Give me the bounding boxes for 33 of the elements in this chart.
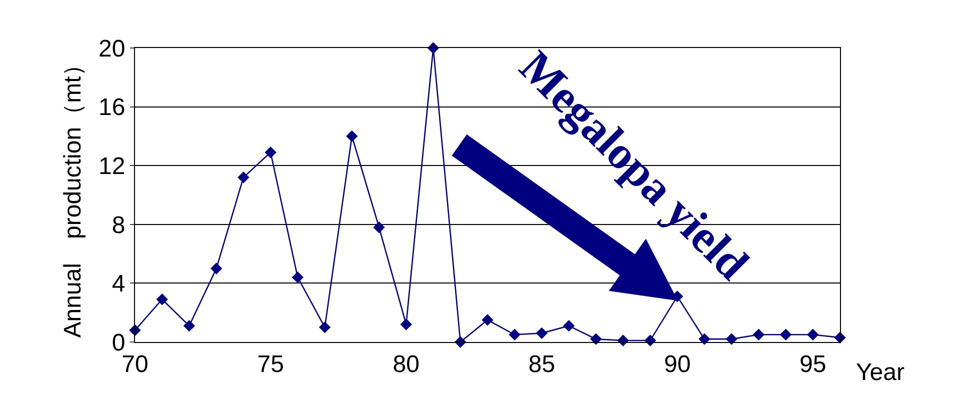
point xyxy=(210,262,222,274)
x-tick-label: 85 xyxy=(528,350,556,378)
point xyxy=(292,271,304,284)
point xyxy=(183,320,196,332)
point xyxy=(482,314,494,326)
point xyxy=(373,221,385,234)
y-tick-label: 20 xyxy=(98,35,126,62)
point xyxy=(563,320,575,332)
point xyxy=(318,321,331,334)
point xyxy=(644,334,656,346)
x-axis-title: Year xyxy=(856,359,904,386)
point xyxy=(346,130,358,142)
x-tick-label: 95 xyxy=(800,350,826,378)
x-tick-label: 80 xyxy=(392,350,420,378)
point xyxy=(752,328,764,340)
point xyxy=(264,146,276,158)
point xyxy=(780,328,792,340)
point xyxy=(508,328,520,340)
y-axis-title: Annual production（mt） xyxy=(60,52,87,338)
point xyxy=(238,172,250,184)
point xyxy=(590,333,602,345)
point xyxy=(400,318,412,330)
y-tick-label: 4 xyxy=(112,270,126,298)
point xyxy=(536,327,548,340)
x-tick-label: 90 xyxy=(664,350,691,378)
x-tick-label: 75 xyxy=(257,350,284,378)
y-tick-label: 16 xyxy=(98,94,126,122)
point xyxy=(698,333,710,345)
y-tick-label: 8 xyxy=(112,212,126,239)
y-tick-label: 12 xyxy=(98,153,126,180)
point xyxy=(726,333,738,345)
point xyxy=(807,328,819,340)
point xyxy=(156,294,168,306)
